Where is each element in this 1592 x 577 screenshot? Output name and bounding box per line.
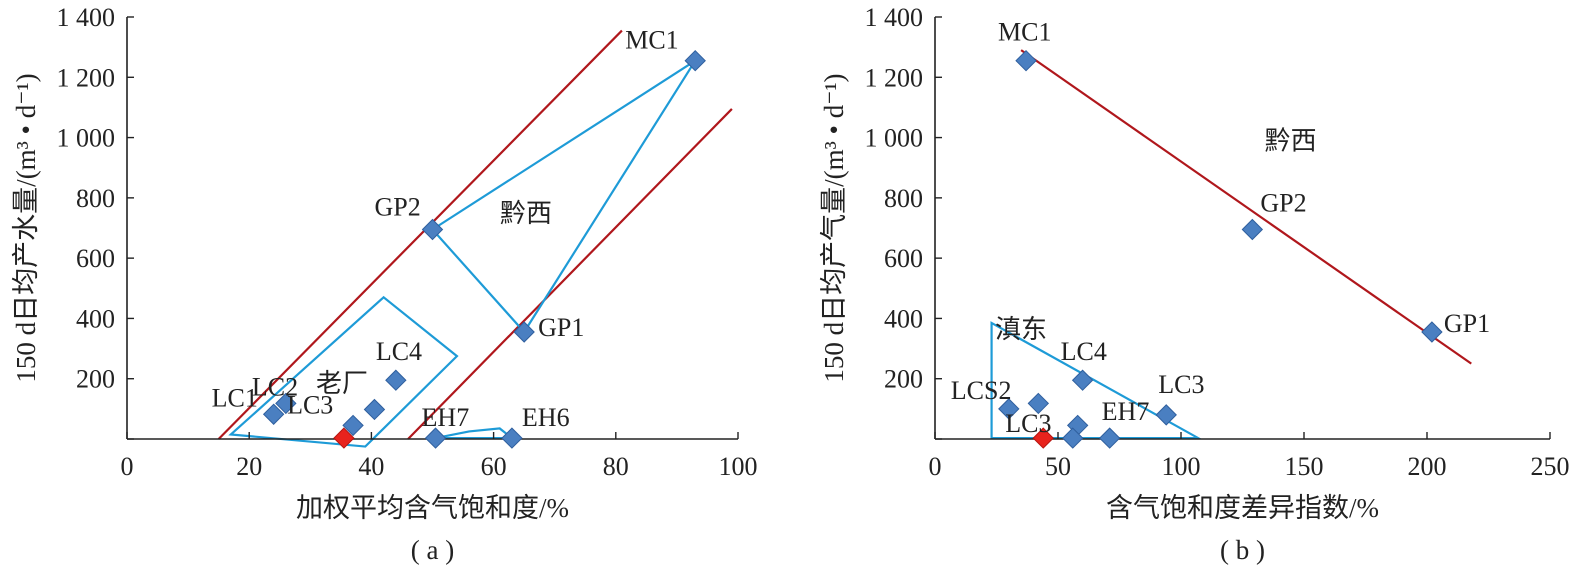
y-tick-label: 1 200 — [865, 63, 924, 92]
x-tick-label: 40 — [358, 452, 384, 481]
x-axis-title: 加权平均含气饱和度/% — [296, 493, 569, 523]
x-tick-label: 150 — [1285, 452, 1324, 481]
data-point — [262, 403, 285, 425]
point-label: LC3 — [1158, 370, 1204, 399]
x-tick-label: 100 — [1162, 452, 1201, 481]
y-tick-label: 1 400 — [57, 3, 116, 32]
trend-line-1 — [217, 29, 623, 440]
point-label: EH6 — [522, 403, 570, 432]
point-label: MC1 — [998, 18, 1051, 47]
point-label: GP1 — [538, 313, 584, 342]
highlight-point — [333, 427, 355, 449]
point-label: LC3 — [287, 390, 333, 419]
data-point — [1421, 321, 1443, 343]
point-label: LC4 — [376, 337, 422, 366]
data-point — [363, 398, 386, 421]
point-label: LCS2 — [951, 376, 1012, 405]
data-point — [1071, 369, 1094, 391]
data-point — [501, 427, 523, 449]
x-tick-label: 100 — [719, 452, 758, 481]
point-label: GP2 — [375, 193, 421, 222]
data-point — [1027, 392, 1050, 415]
x-tick-label: 60 — [481, 452, 507, 481]
y-axis-title: 150 d日均产水量/(m³ • d⁻¹) — [11, 73, 41, 382]
x-tick-label: 0 — [121, 452, 134, 481]
y-tick-label: 800 — [884, 184, 923, 213]
y-tick-label: 800 — [76, 184, 115, 213]
data-point — [385, 369, 407, 391]
point-label: GP1 — [1444, 309, 1490, 338]
point-label: LC4 — [1061, 337, 1107, 366]
panel-b-scatter-chart: 滇东 0 50 100 150 200 250 200 400 600 800 1 000 1 200 1… — [819, 3, 1570, 565]
data-point — [275, 392, 297, 415]
data-point — [1098, 427, 1121, 449]
data-point — [1062, 427, 1084, 449]
x-tick-label: 50 — [1045, 452, 1071, 481]
point-label: MC1 — [625, 26, 678, 55]
data-point — [998, 398, 1020, 420]
point-label: LC3 — [1005, 409, 1051, 438]
panel-label: ( a ) — [411, 535, 454, 565]
group-outline-3 — [435, 427, 516, 440]
point-label: LC1 — [212, 383, 258, 412]
point-label: LC2 — [252, 372, 298, 401]
y-tick-label: 1 400 — [865, 3, 924, 32]
y-tick-label: 200 — [884, 365, 923, 394]
trend-line-2 — [407, 108, 733, 440]
y-tick-label: 1 000 — [57, 124, 116, 153]
data-point — [424, 427, 447, 449]
highlight-point — [1032, 427, 1054, 449]
point-label: EH7 — [1102, 397, 1150, 426]
group-outline-1 — [430, 59, 697, 334]
group-label: 老厂 — [316, 369, 368, 398]
x-tick-label: 250 — [1531, 452, 1570, 481]
y-tick-label: 600 — [76, 244, 115, 273]
point-label: EH7 — [422, 403, 470, 432]
y-tick-label: 200 — [76, 365, 115, 394]
data-point — [1155, 404, 1177, 426]
x-tick-label: 0 — [929, 452, 942, 481]
group-outline-2 — [228, 295, 459, 448]
y-tick-label: 400 — [76, 304, 115, 333]
y-tick-label: 600 — [884, 244, 923, 273]
x-axis-title: 含气饱和度差异指数/% — [1106, 493, 1379, 523]
data-point — [421, 218, 444, 241]
group-label: 滇东 — [995, 315, 1047, 344]
data-point — [1015, 50, 1037, 72]
y-tick-label: 1 200 — [57, 63, 116, 92]
point-label: GP2 — [1260, 189, 1306, 218]
trend-line-1 — [1020, 49, 1472, 365]
data-point — [513, 321, 535, 343]
y-axis-title: 150 d日均产气量/(m³ • d⁻¹) — [819, 73, 849, 382]
data-point — [342, 414, 364, 437]
x-tick-label: 80 — [603, 452, 629, 481]
x-tick-label: 20 — [236, 452, 262, 481]
group-label: 黔西 — [500, 199, 552, 228]
y-tick-label: 400 — [884, 304, 923, 333]
annotation-label: 黔西 — [1265, 127, 1317, 156]
group-outline-1 — [990, 321, 1203, 440]
x-tick-label: 200 — [1408, 452, 1447, 481]
panel-label: ( b ) — [1220, 535, 1265, 565]
data-point — [1241, 218, 1264, 241]
y-tick-label: 1 000 — [865, 124, 924, 153]
data-point — [684, 50, 706, 72]
